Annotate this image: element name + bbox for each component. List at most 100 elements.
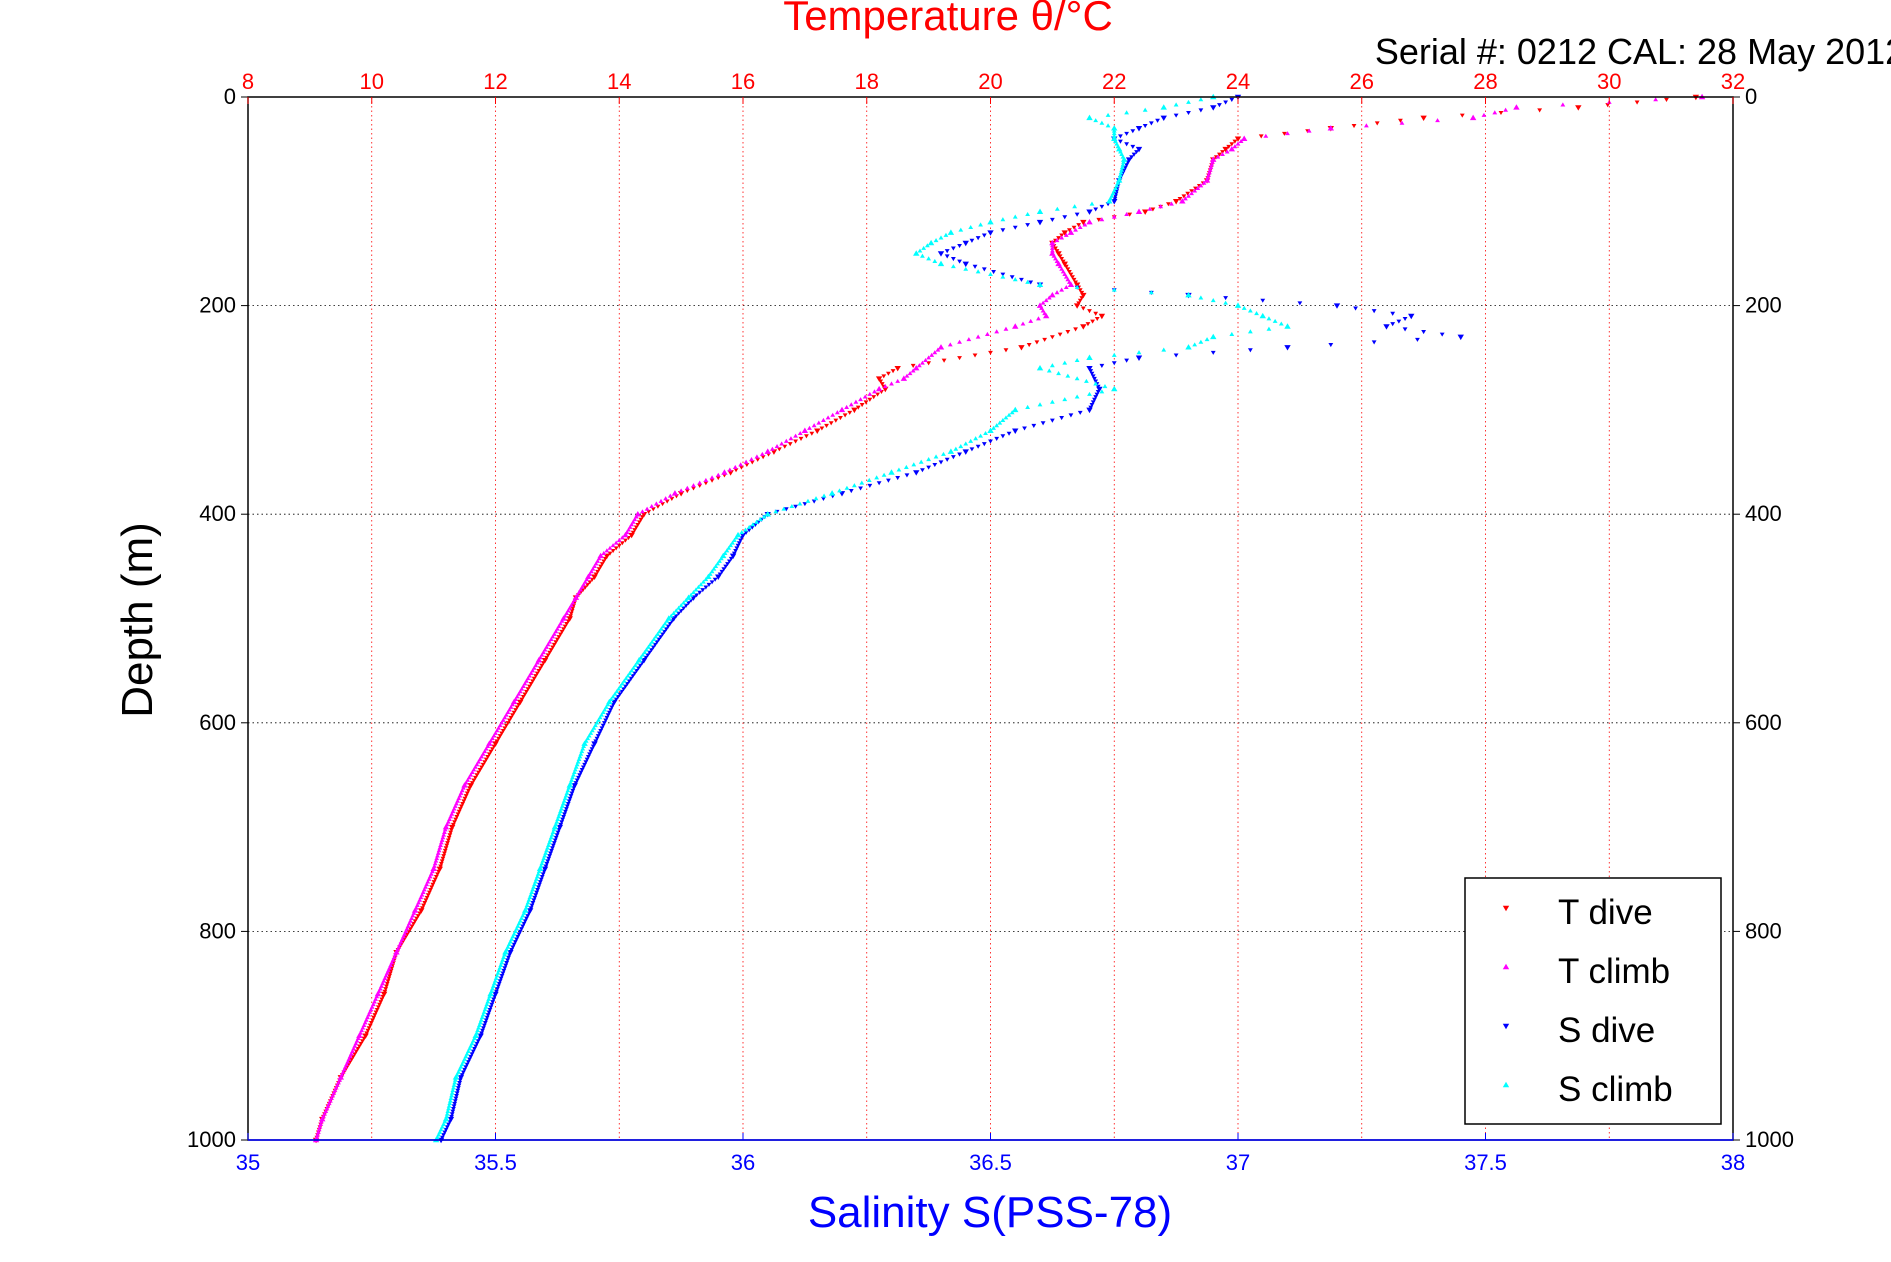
data-point: [1121, 168, 1127, 173]
data-point: [632, 663, 638, 668]
data-point: [482, 1020, 488, 1026]
data-point: [828, 490, 836, 496]
data-point: [319, 1115, 326, 1122]
data-point: [560, 801, 566, 806]
data-point: [804, 434, 809, 439]
data-point: [1073, 327, 1078, 332]
data-point: [548, 835, 554, 840]
salinity-tick-label: 35.5: [474, 1150, 517, 1175]
data-point: [1096, 217, 1102, 222]
data-point: [597, 715, 603, 720]
data-point: [1074, 284, 1080, 290]
data-point: [599, 562, 605, 567]
data-point: [493, 975, 499, 981]
data-point: [578, 587, 583, 592]
data-point: [457, 807, 463, 812]
data-point: [485, 1013, 491, 1018]
temperature-tick-label: 32: [1721, 69, 1745, 94]
data-point: [461, 782, 468, 788]
data-point: [445, 841, 450, 846]
data-point: [769, 446, 775, 451]
data-point: [825, 415, 831, 420]
data-point: [1071, 277, 1077, 282]
data-point: [1181, 194, 1187, 199]
data-point: [1053, 256, 1058, 261]
salinity-tick-label: 36.5: [969, 1150, 1012, 1175]
data-point: [520, 695, 526, 700]
data-point: [1306, 128, 1312, 133]
data-point: [378, 1000, 384, 1005]
data-point: [988, 271, 993, 276]
data-point: [848, 402, 854, 407]
data-point: [838, 406, 846, 413]
data-point: [548, 648, 554, 653]
data-point: [623, 684, 628, 689]
data-point: [318, 1121, 324, 1127]
data-point: [1399, 120, 1405, 125]
data-point: [482, 749, 488, 754]
data-point: [619, 535, 625, 540]
data-point: [1282, 131, 1287, 136]
data-point: [1068, 272, 1074, 277]
data-point: [738, 462, 744, 467]
data-point: [926, 355, 932, 360]
temperature-tick-label: 26: [1350, 69, 1374, 94]
data-point: [557, 811, 562, 816]
data-point: [452, 1101, 458, 1106]
data-point: [950, 246, 956, 251]
data-point: [932, 462, 938, 468]
data-point: [855, 405, 861, 410]
data-point: [600, 709, 606, 715]
data-point: [731, 537, 737, 542]
data-point: [728, 556, 734, 561]
data-point: [630, 674, 636, 679]
data-point: [554, 833, 560, 838]
data-point: [811, 423, 817, 428]
data-point: [447, 1098, 453, 1103]
data-point: [554, 626, 560, 631]
data-point: [431, 880, 437, 885]
data-point: [726, 559, 732, 564]
data-point: [1074, 394, 1080, 399]
data-point: [513, 708, 519, 713]
data-point: [1371, 340, 1377, 345]
data-point: [585, 755, 591, 760]
depth-tick-label-right: 0: [1745, 84, 1757, 109]
data-point: [653, 501, 659, 506]
data-point: [377, 1002, 382, 1007]
data-point: [567, 605, 573, 610]
data-point: [958, 444, 964, 449]
data-point: [987, 230, 994, 236]
data-point: [564, 790, 570, 795]
data-point: [793, 439, 798, 444]
data-point: [1000, 434, 1006, 439]
data-point: [1060, 259, 1066, 264]
data-point: [374, 990, 382, 997]
data-point: [1285, 131, 1290, 136]
data-point: [541, 649, 546, 655]
data-point: [479, 1015, 485, 1020]
data-point: [356, 1032, 363, 1038]
data-point: [603, 718, 609, 723]
data-point: [754, 519, 760, 524]
data-point: [1120, 162, 1126, 167]
data-point: [668, 613, 674, 618]
data-point: [453, 817, 459, 822]
data-point: [487, 994, 493, 999]
data-point: [858, 486, 863, 491]
data-point: [1229, 97, 1235, 103]
data-point: [600, 723, 606, 728]
data-point: [529, 889, 535, 894]
data-point: [1173, 353, 1179, 358]
data-point: [645, 644, 651, 649]
legend-box: [1464, 877, 1722, 1125]
data-point: [1059, 416, 1065, 421]
data-point: [1185, 344, 1192, 350]
data-point: [987, 427, 994, 433]
data-point: [587, 580, 593, 585]
data-point: [1120, 156, 1128, 162]
data-point: [568, 611, 574, 616]
data-point: [838, 491, 846, 497]
data-point: [1328, 343, 1334, 348]
data-point: [539, 861, 545, 866]
